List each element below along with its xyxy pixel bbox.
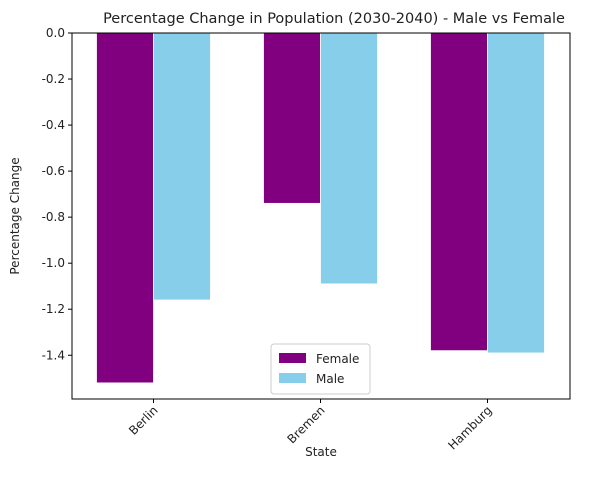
x-tick-label: Berlin (126, 403, 161, 438)
x-axis-label: State (305, 445, 337, 459)
bar-female-berlin (96, 32, 154, 384)
y-tick-label: -0.8 (42, 210, 65, 224)
bar-male-hamburg (487, 32, 545, 354)
bar-female-hamburg (430, 32, 488, 352)
y-tick-label: -1.0 (42, 256, 65, 270)
x-tick-label: Bremen (285, 403, 328, 446)
bar-female-bremen (263, 32, 321, 204)
y-tick-label: -0.4 (42, 118, 65, 132)
legend-label-male: Male (316, 372, 344, 386)
plot-area (96, 32, 545, 384)
y-tick-label: -0.6 (42, 164, 65, 178)
chart-title: Percentage Change in Population (2030-20… (103, 11, 565, 27)
y-tick-label: 0.0 (46, 26, 65, 40)
x-tick-label: Hamburg (445, 403, 494, 452)
bar-male-bremen (320, 32, 378, 285)
y-tick-label: -0.2 (42, 72, 65, 86)
y-tick-label: -1.4 (42, 348, 65, 362)
legend: Female Male (270, 343, 371, 395)
legend-label-female: Female (316, 352, 359, 366)
legend-swatch-female (279, 353, 306, 363)
legend-swatch-male (279, 373, 306, 383)
bar-male-berlin (153, 32, 211, 301)
y-tick-label: -1.2 (42, 302, 65, 316)
y-axis-label: Percentage Change (8, 157, 22, 274)
y-axis: 0.0 -0.2 -0.4 -0.6 -0.8 -1.0 -1.2 -1.4 (42, 26, 72, 362)
